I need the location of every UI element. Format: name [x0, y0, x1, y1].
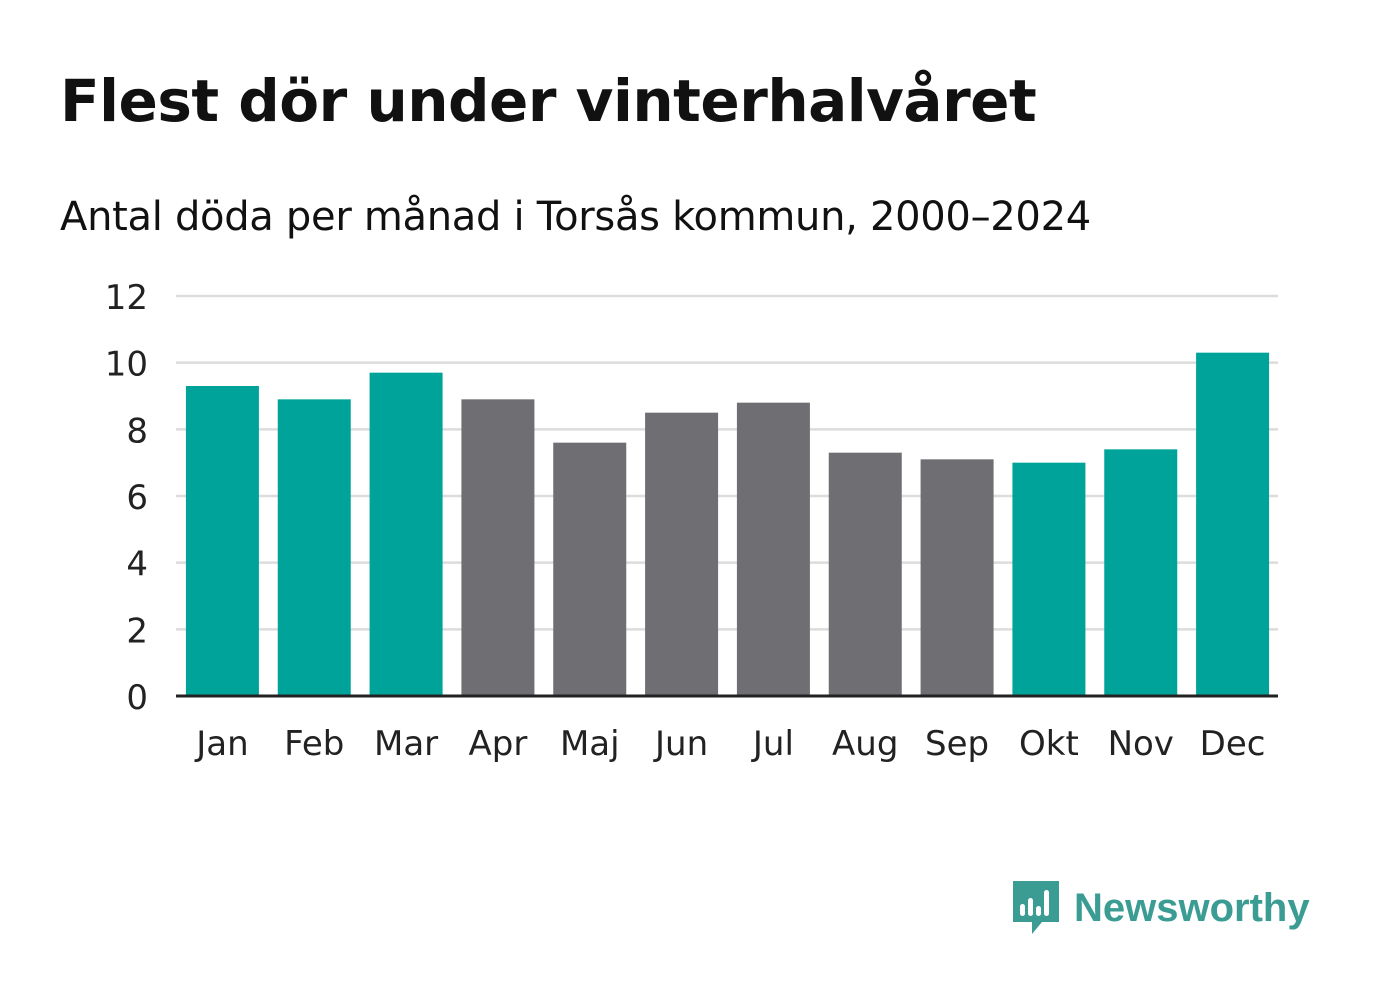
- bar-jun: [645, 412, 719, 696]
- bar-mar: [369, 372, 443, 696]
- x-tick-label: Jan: [194, 724, 248, 764]
- y-tick-label: 0: [126, 678, 148, 718]
- bar-okt: [1012, 462, 1086, 696]
- bar-aug: [828, 452, 902, 696]
- brand-name: Newsworthy: [1074, 886, 1310, 930]
- x-tick-label: Jul: [751, 724, 794, 764]
- brand-logo: Newsworthy: [1010, 878, 1310, 938]
- chart-title: Flest dör under vinterhalvåret: [60, 67, 1037, 135]
- x-tick-label: Aug: [832, 724, 898, 764]
- bar-dec: [1196, 352, 1270, 696]
- y-tick-label: 10: [105, 345, 148, 385]
- x-tick-label: Mar: [374, 724, 438, 764]
- bar-maj: [553, 442, 627, 696]
- bar-apr: [461, 399, 535, 696]
- bar-jul: [736, 402, 810, 696]
- x-tick-label: Apr: [469, 724, 528, 764]
- x-tick-label: Jun: [653, 724, 708, 764]
- x-tick-label: Okt: [1019, 724, 1079, 764]
- bar-jan: [185, 386, 259, 696]
- x-tick-label: Maj: [560, 724, 620, 764]
- y-tick-label: 6: [126, 478, 148, 518]
- y-tick-label: 2: [126, 611, 148, 651]
- bar-nov: [1104, 449, 1178, 696]
- bar-sep: [920, 459, 994, 696]
- y-tick-label: 8: [126, 411, 148, 451]
- x-tick-label: Sep: [925, 724, 989, 764]
- x-tick-label: Feb: [284, 724, 344, 764]
- x-tick-label: Nov: [1108, 724, 1174, 764]
- bar-feb: [277, 399, 351, 696]
- chart-subtitle: Antal döda per månad i Torsås kommun, 20…: [60, 194, 1091, 240]
- y-tick-label: 4: [126, 545, 148, 585]
- y-tick-label: 12: [105, 278, 148, 318]
- x-tick-label: Dec: [1200, 724, 1266, 764]
- newsworthy-chart-bubble-icon: [1013, 881, 1059, 934]
